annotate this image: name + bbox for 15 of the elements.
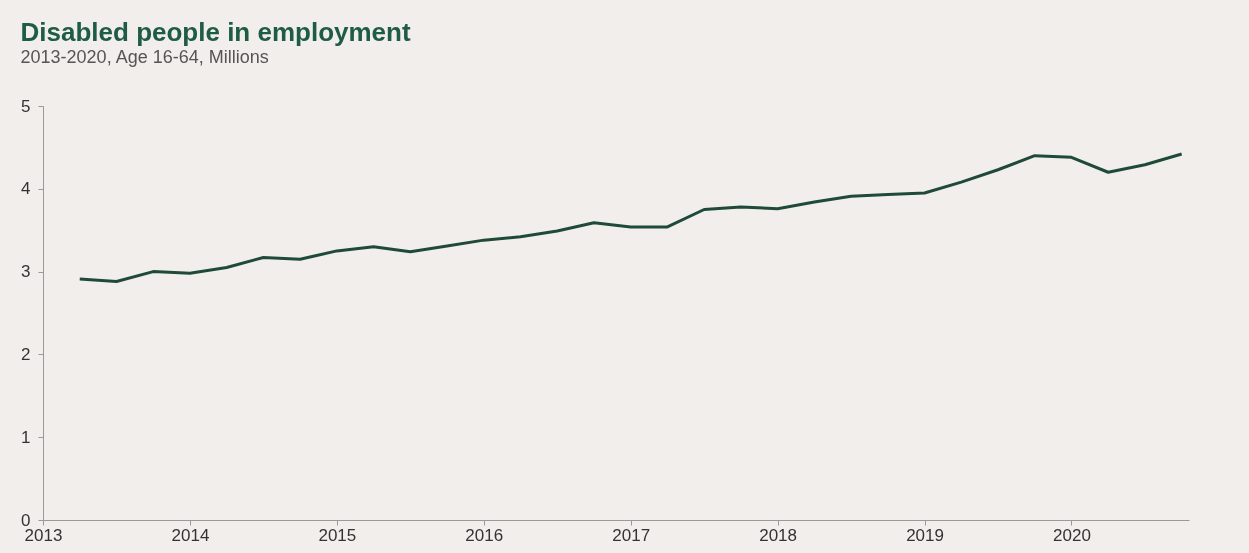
line-series bbox=[78, 152, 1184, 284]
y-tick-label: 4 bbox=[21, 179, 31, 199]
x-tick-label: 2014 bbox=[171, 525, 210, 545]
x-tick-label: 2015 bbox=[318, 525, 357, 545]
x-tick-label: 2017 bbox=[612, 525, 651, 545]
x-tick-label: 2020 bbox=[1053, 525, 1091, 545]
y-tick-label: 5 bbox=[21, 96, 31, 116]
chart-title: Disabled people in employment bbox=[20, 17, 411, 47]
chart-subtitle: 2013-2020, Age 16-64, Millions bbox=[20, 47, 269, 67]
y-tick-label: 1 bbox=[21, 427, 31, 447]
y-tick-label: 3 bbox=[21, 262, 31, 282]
x-tick-label: 2016 bbox=[465, 525, 504, 545]
x-tick-label: 2019 bbox=[906, 525, 944, 545]
x-tick-label: 2018 bbox=[759, 525, 798, 545]
y-tick-label: 2 bbox=[21, 344, 31, 364]
